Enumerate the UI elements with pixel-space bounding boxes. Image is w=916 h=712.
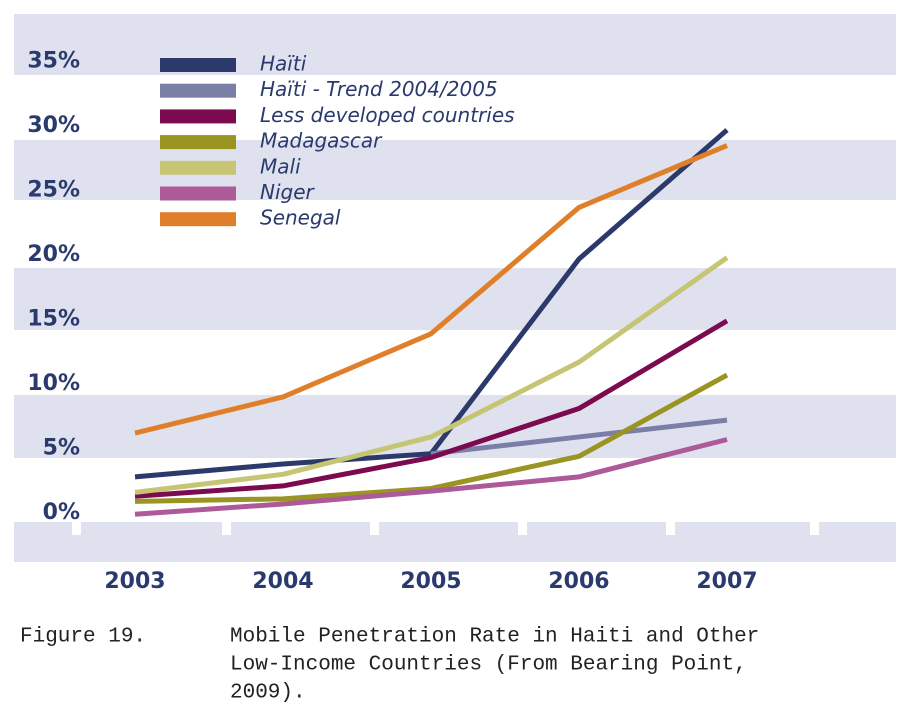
series-line: [134, 255, 729, 495]
legend-swatch: [160, 83, 236, 98]
y-tick-label: 20%: [27, 242, 80, 267]
series-line: [134, 318, 729, 499]
y-tick-label: 5%: [43, 435, 80, 460]
y-tick-label: 30%: [27, 113, 80, 138]
legend-label: Less developed countries: [260, 103, 515, 127]
y-tick-label: 15%: [27, 306, 80, 331]
caption-label: Figure 19.: [20, 626, 146, 649]
series-line: [134, 437, 728, 517]
y-tick-label: 25%: [27, 178, 80, 203]
legend-label: Senegal: [260, 206, 341, 230]
caption-line: Mobile Penetration Rate in Haiti and Oth…: [230, 626, 759, 649]
legend-label: Madagascar: [260, 129, 383, 153]
series-line: [134, 143, 728, 436]
legend-swatch: [160, 135, 236, 150]
y-tick-label: 10%: [27, 371, 80, 396]
legend-label: Niger: [260, 180, 316, 204]
y-tick-label: 35%: [27, 49, 80, 74]
x-tick-label: 2003: [104, 569, 165, 594]
caption-line: Low-Income Countries (From Bearing Point…: [230, 654, 747, 677]
legend-swatch: [160, 109, 236, 124]
caption-line: 2009).: [230, 682, 306, 705]
legend-label: Haïti - Trend 2004/2005: [260, 77, 498, 101]
legend-swatch: [160, 160, 236, 175]
x-tick-label: 2005: [400, 569, 461, 594]
x-tick-label: 2007: [696, 569, 757, 594]
series-line: [134, 372, 729, 504]
legend-swatch: [160, 212, 236, 227]
legend-label: Mali: [260, 154, 301, 178]
series-line: [430, 417, 728, 457]
x-tick-label: 2006: [548, 569, 609, 594]
x-tick-label: 2004: [252, 569, 313, 594]
legend-swatch: [160, 186, 236, 201]
y-tick-label: 0%: [43, 500, 80, 525]
legend-swatch: [160, 58, 236, 72]
legend-label: Haïti: [260, 52, 307, 76]
